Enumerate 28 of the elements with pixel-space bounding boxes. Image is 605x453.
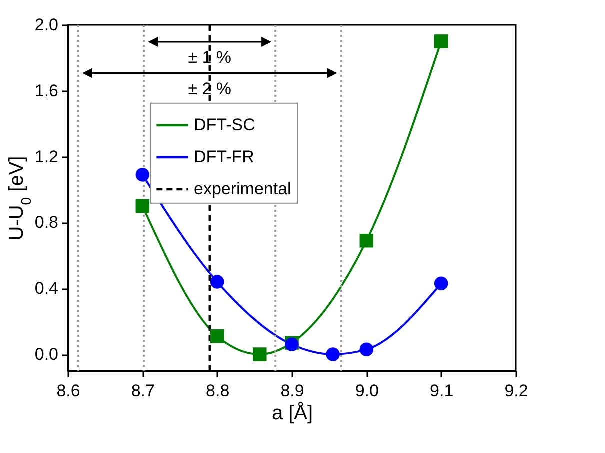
y-tick-label: 1.2 bbox=[34, 147, 58, 166]
x-axis-title: a [Å] bbox=[272, 402, 314, 424]
y-tick-label: 0.4 bbox=[34, 279, 58, 298]
legend-label: DFT-FR bbox=[194, 147, 254, 166]
point bbox=[434, 34, 448, 48]
y-tick-label: 2.0 bbox=[34, 16, 58, 34]
ref-line-label: experimental bbox=[194, 179, 292, 198]
point bbox=[326, 348, 340, 362]
x-tick-label: 8.7 bbox=[131, 382, 155, 400]
y-tick-label: 1.6 bbox=[34, 81, 58, 100]
y-tick-label: 0.0 bbox=[34, 345, 58, 364]
x-tick-label: 9.1 bbox=[430, 382, 454, 400]
x-tick-label: 8.6 bbox=[56, 382, 80, 400]
annotation: ± 1 % bbox=[188, 48, 232, 67]
point bbox=[210, 275, 224, 289]
point bbox=[360, 342, 374, 356]
point bbox=[136, 199, 150, 214]
point bbox=[434, 276, 448, 291]
x-tick-label: 8.9 bbox=[280, 382, 304, 400]
point bbox=[360, 234, 374, 248]
point bbox=[136, 168, 150, 182]
x-tick-label: 8.8 bbox=[206, 382, 230, 400]
x-tick-label: 9.2 bbox=[504, 382, 528, 400]
legend-label: DFT-SC bbox=[194, 115, 256, 134]
y-tick-label: 0.8 bbox=[34, 213, 58, 232]
x-tick-label: 9.0 bbox=[355, 382, 379, 400]
point bbox=[253, 348, 267, 362]
point bbox=[210, 330, 224, 344]
